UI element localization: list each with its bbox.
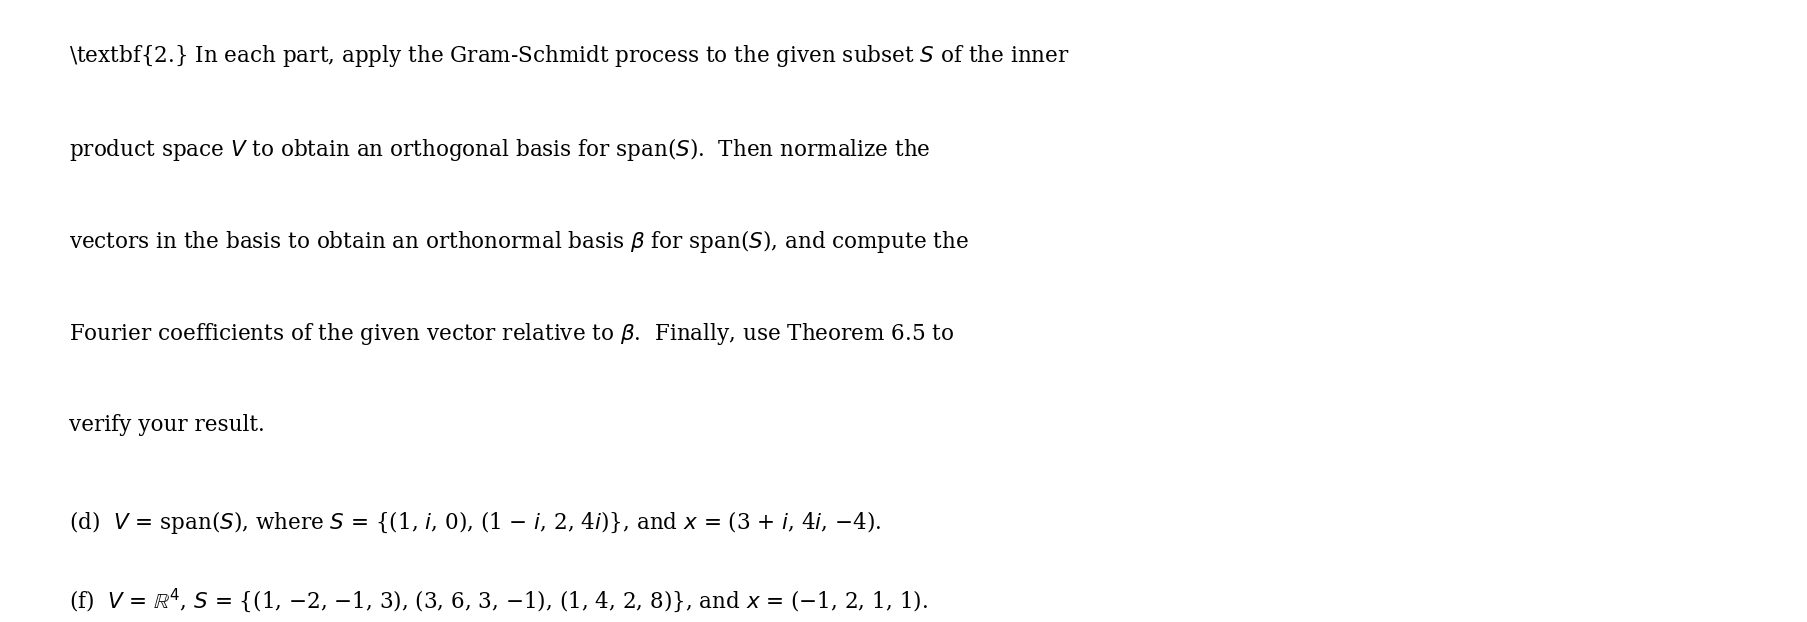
Text: \textbf{2.} In each part, apply the Gram-Schmidt process to the given subset $S$: \textbf{2.} In each part, apply the Gram… [69,43,1068,69]
Text: product space $V$ to obtain an orthogonal basis for span($S$).  Then normalize t: product space $V$ to obtain an orthogona… [69,136,931,163]
Text: verify your result.: verify your result. [69,414,264,435]
Text: (f)  $V$ = $\mathbb{R}^4$, $S$ = {(1, −2, −1, 3), (3, 6, 3, −1), (1, 4, 2, 8)}, : (f) $V$ = $\mathbb{R}^4$, $S$ = {(1, −2,… [69,587,927,615]
Text: (d)  $V$ = span($S$), where $S$ = {(1, $i$, 0), (1 − $i$, 2, 4$i$)}, and $x$ = (: (d) $V$ = span($S$), where $S$ = {(1, $i… [69,509,880,536]
Text: vectors in the basis to obtain an orthonormal basis $\beta$ for span($S$), and c: vectors in the basis to obtain an orthon… [69,228,969,256]
Text: Fourier coefficients of the given vector relative to $\beta$.  Finally, use Theo: Fourier coefficients of the given vector… [69,321,954,347]
